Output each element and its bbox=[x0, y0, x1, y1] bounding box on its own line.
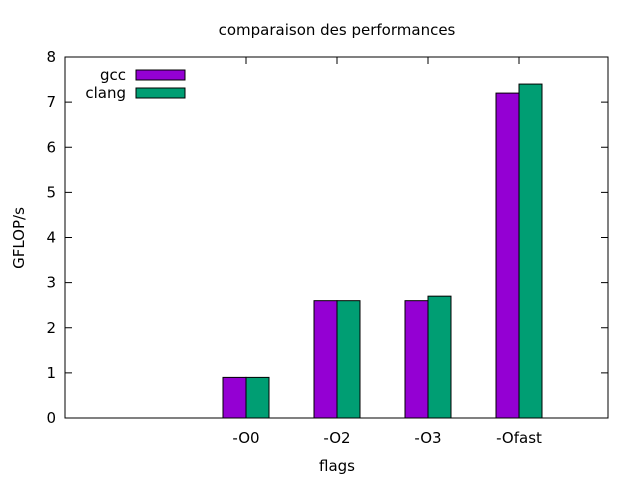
legend-label-gcc: gcc bbox=[100, 66, 126, 84]
x-tick-label: -O3 bbox=[414, 429, 441, 447]
y-axis-label: GFLOP/s bbox=[10, 207, 28, 269]
y-tick-label: 4 bbox=[46, 229, 56, 247]
y-tick-label: 1 bbox=[46, 364, 56, 382]
legend-label-clang: clang bbox=[85, 84, 126, 102]
y-tick-label: 3 bbox=[46, 274, 56, 292]
x-tick-label: -Ofast bbox=[496, 429, 542, 447]
y-tick-label: 2 bbox=[46, 319, 56, 337]
bar-gcc--O3 bbox=[404, 300, 429, 419]
x-axis-label: flags bbox=[319, 457, 355, 475]
bar-clang--Ofast bbox=[518, 83, 543, 419]
plot-frame bbox=[64, 56, 609, 419]
y-axis-ticks: 0 1 2 3 4 5 6 7 8 bbox=[46, 48, 608, 427]
bar-gcc--O2 bbox=[313, 300, 338, 419]
y-tick-label: 0 bbox=[46, 409, 56, 427]
bar-clang--O2 bbox=[336, 300, 361, 419]
y-tick-label: 6 bbox=[46, 138, 56, 156]
chart-title: comparaison des performances bbox=[219, 21, 456, 39]
legend-swatch-clang bbox=[135, 87, 186, 99]
legend-swatch-gcc bbox=[135, 69, 186, 81]
bar-gcc--Ofast bbox=[495, 92, 520, 419]
y-tick-label: 8 bbox=[46, 48, 56, 66]
bar-clang--O0 bbox=[245, 376, 270, 419]
x-axis-ticks: -O0 -O2 -O3 -Ofast bbox=[232, 57, 542, 447]
x-tick-label: -O2 bbox=[323, 429, 350, 447]
bar-clang--O3 bbox=[427, 295, 452, 419]
y-tick-label: 5 bbox=[46, 183, 56, 201]
y-tick-label: 7 bbox=[46, 93, 56, 111]
bars-group bbox=[222, 83, 543, 419]
x-tick-label: -O0 bbox=[232, 429, 259, 447]
bar-gcc--O0 bbox=[222, 376, 247, 419]
